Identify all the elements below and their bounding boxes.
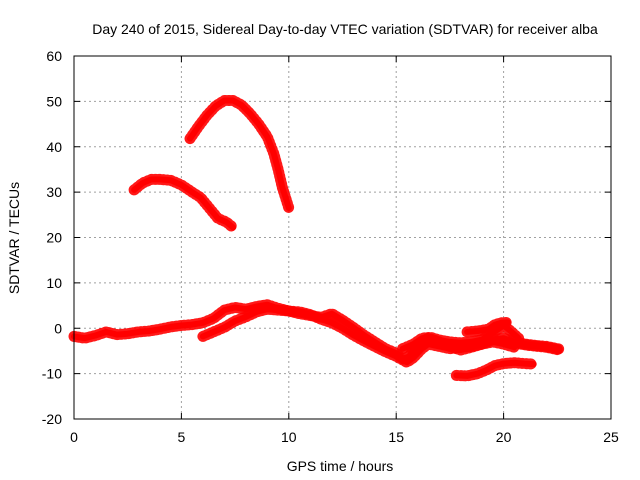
y-tick-label: -10 <box>42 366 62 382</box>
y-tick-label: -20 <box>42 411 62 427</box>
series-errorbars-arc-2 <box>184 95 295 214</box>
y-axis-ticks: -20 -10 0 10 20 30 40 50 60 <box>42 48 611 427</box>
x-tick-label: 25 <box>603 429 619 445</box>
x-tick-label: 0 <box>70 429 78 445</box>
x-axis-ticks: 0 5 10 15 20 25 <box>70 56 619 445</box>
x-axis-label: GPS time / hours <box>287 458 394 474</box>
y-tick-label: 50 <box>46 93 62 109</box>
x-tick-label: 20 <box>496 429 512 445</box>
series-errorbars-arc-1 <box>128 173 239 233</box>
y-axis-label: SDTVAR / TECUs <box>6 182 22 294</box>
grid <box>74 56 611 419</box>
x-tick-label: 10 <box>281 429 297 445</box>
x-tick-label: 15 <box>388 429 404 445</box>
y-tick-label: 30 <box>46 184 62 200</box>
x-tick-label: 5 <box>178 429 186 445</box>
y-tick-label: 40 <box>46 139 62 155</box>
y-tick-label: 60 <box>46 48 62 64</box>
series-layer <box>68 95 565 382</box>
series-errorbars-seg-6 <box>515 338 565 356</box>
y-tick-label: 20 <box>46 230 62 246</box>
series-errorbars-seg-5 <box>450 357 540 382</box>
chart-title: Day 240 of 2015, Sidereal Day-to-day VTE… <box>92 21 598 37</box>
series-errorbars-seg-4 <box>461 316 514 338</box>
y-tick-label: 0 <box>54 320 62 336</box>
y-tick-label: 10 <box>46 275 62 291</box>
